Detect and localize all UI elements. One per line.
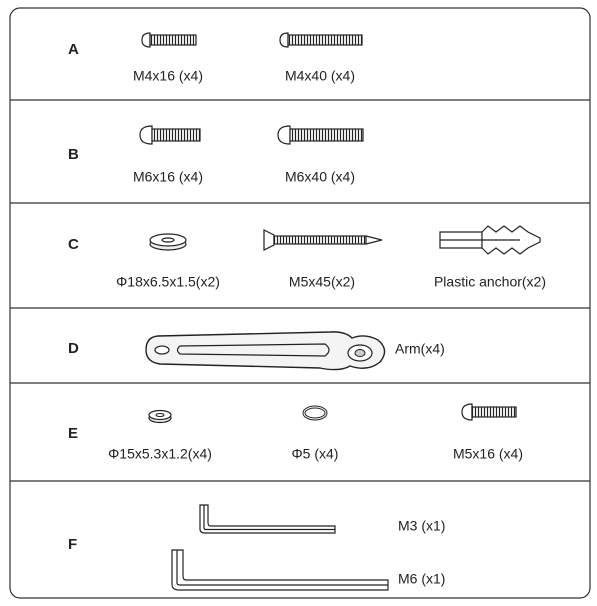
screw-icon xyxy=(277,125,364,145)
part-label: M6x40 (x4) xyxy=(285,169,355,185)
part-label: Arm(x4) xyxy=(395,341,445,357)
row-letter: A xyxy=(68,41,79,58)
hex-key-icon xyxy=(171,549,389,591)
part-label: M4x40 (x4) xyxy=(285,68,355,84)
lock-washer-icon xyxy=(302,405,328,421)
part-label: Φ5 (x4) xyxy=(292,446,339,462)
washer-icon xyxy=(148,409,172,424)
part-label: M6x16 (x4) xyxy=(133,169,203,185)
part-label: M4x16 (x4) xyxy=(133,68,203,84)
row-letter: D xyxy=(68,340,79,357)
row-letter: C xyxy=(68,236,79,253)
screw-icon xyxy=(139,125,201,145)
dividers xyxy=(10,99,590,482)
part-label: M5x45(x2) xyxy=(289,274,355,290)
frame xyxy=(9,7,591,599)
wood-screw-icon xyxy=(263,229,383,251)
row-letter: E xyxy=(68,425,78,442)
part-label: Φ18x6.5x1.5(x2) xyxy=(116,274,220,290)
part-label: Φ15x5.3x1.2(x4) xyxy=(108,446,212,462)
part-label: M6 (x1) xyxy=(398,571,445,587)
arm-icon xyxy=(145,331,386,371)
screw-icon xyxy=(461,403,517,421)
washer-icon xyxy=(149,233,187,251)
part-label: Plastic anchor(x2) xyxy=(434,274,546,290)
screw-icon xyxy=(141,32,197,48)
row-letter: F xyxy=(68,536,77,553)
part-label: M3 (x1) xyxy=(398,518,445,534)
screw-icon xyxy=(279,32,363,48)
part-label: M5x16 (x4) xyxy=(453,446,523,462)
hex-key-icon xyxy=(199,504,336,534)
anchor-icon xyxy=(439,225,541,255)
row-letter: B xyxy=(68,146,79,163)
